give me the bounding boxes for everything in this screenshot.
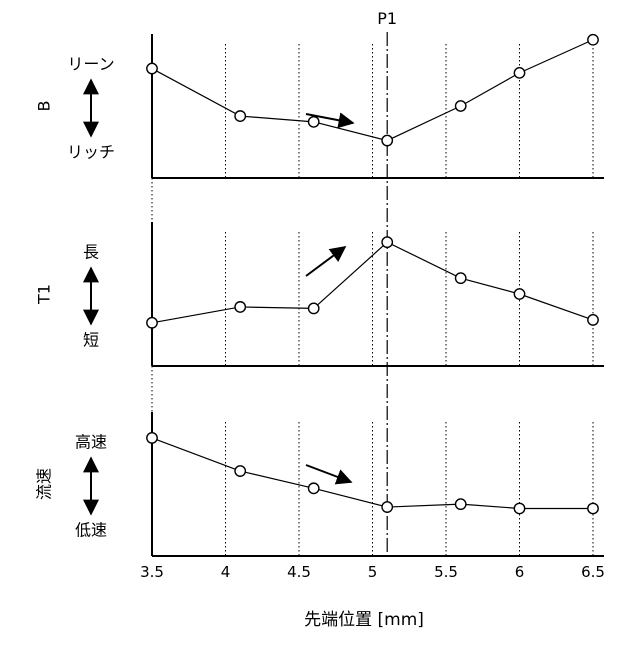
- panels: リーンリッチ B 長短 T1 高速低速 流速: [35, 34, 605, 556]
- x-tick-label-6.5: 6.5: [581, 563, 605, 581]
- data-point-panel-2-7: [588, 315, 598, 325]
- p1-marker-label: P1: [377, 9, 397, 28]
- y-top-label-panel-2: 長: [83, 243, 99, 262]
- y-bottom-label-panel-3: 低速: [75, 521, 107, 540]
- trend-arrow-panel-2: [306, 247, 345, 276]
- trend-arrow-panel-3: [306, 465, 351, 482]
- x-axis-title: 先端位置 [mm]: [304, 610, 424, 630]
- y-bottom-label-panel-1: リッチ: [67, 143, 115, 162]
- data-point-panel-1-1: [147, 63, 157, 73]
- panel-2: 長短 T1: [35, 222, 605, 366]
- y-title-panel-2: T1: [35, 284, 54, 305]
- data-point-panel-1-2: [235, 111, 245, 121]
- data-point-panel-2-4: [382, 237, 392, 247]
- y-bottom-label-panel-2: 短: [83, 331, 99, 350]
- x-tick-label-5: 5: [368, 563, 378, 581]
- x-tick-label-5.5: 5.5: [434, 563, 458, 581]
- data-point-panel-3-6: [514, 503, 524, 513]
- data-point-panel-3-2: [235, 466, 245, 476]
- data-point-panel-1-3: [309, 117, 319, 127]
- data-point-panel-3-1: [147, 433, 157, 443]
- data-point-panel-1-7: [588, 35, 598, 45]
- y-title-panel-1: B: [35, 101, 54, 112]
- data-point-panel-3-4: [382, 502, 392, 512]
- x-tick-label-3.5: 3.5: [140, 563, 164, 581]
- p1-marker: P1: [377, 9, 397, 556]
- series-line-panel-3: [152, 438, 593, 509]
- panel-3: 高速低速 流速: [35, 412, 605, 556]
- y-title-panel-3: 流速: [35, 468, 54, 500]
- panel-1: リーンリッチ B: [35, 34, 605, 178]
- data-point-panel-2-1: [147, 318, 157, 328]
- data-point-panel-2-6: [514, 289, 524, 299]
- x-tick-label-4.5: 4.5: [287, 563, 311, 581]
- x-tick-label-6: 6: [515, 563, 525, 581]
- data-point-panel-2-3: [309, 303, 319, 313]
- y-top-label-panel-1: リーン: [67, 55, 114, 74]
- data-point-panel-1-5: [456, 101, 466, 111]
- data-point-panel-1-4: [382, 135, 392, 145]
- data-point-panel-3-3: [309, 483, 319, 493]
- y-top-label-panel-3: 高速: [75, 433, 107, 452]
- x-tick-label-4: 4: [221, 563, 231, 581]
- data-point-panel-1-6: [514, 68, 524, 78]
- data-point-panel-3-5: [456, 499, 466, 509]
- data-point-panel-2-5: [456, 273, 466, 283]
- data-point-panel-3-7: [588, 503, 598, 513]
- series-line-panel-2: [152, 242, 593, 323]
- data-point-panel-2-2: [235, 302, 245, 312]
- x-axis-tick-labels: 3.5 4 4.5 5 5.5 6 6.5: [140, 563, 605, 581]
- gridlines: [152, 44, 593, 556]
